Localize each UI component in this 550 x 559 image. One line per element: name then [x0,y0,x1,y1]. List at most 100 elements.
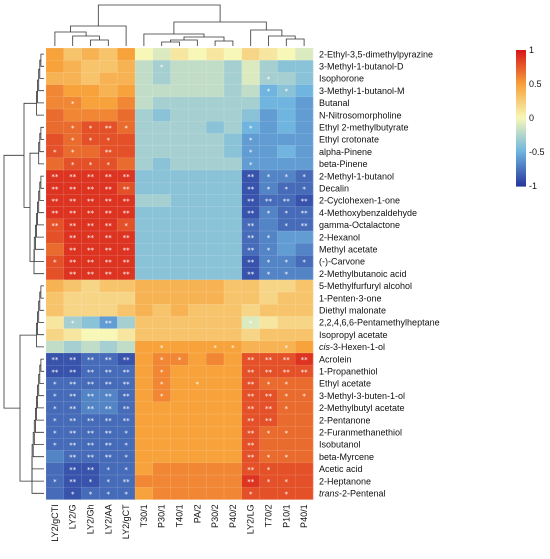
significance-star: * [107,137,111,145]
heatmap-cell [63,475,82,488]
significance-star: * [249,161,253,169]
heatmap-cell [170,353,189,366]
heatmap-cell [188,340,207,354]
significance-star: * [160,368,164,376]
colorbar: 1 0.5 0 -0.5 -1 [516,45,545,191]
heatmap-cell [170,304,189,317]
heatmap-cell [99,84,118,98]
heatmap-cell [295,462,314,476]
dendrogram-branch [39,59,44,79]
heatmap-cell [259,353,278,366]
heatmap-cell [188,426,207,439]
heatmap-cell [206,401,225,415]
heatmap-cell [241,72,260,85]
heatmap-cell [241,218,260,232]
heatmap-cell [188,255,207,268]
heatmap-cell [170,218,189,232]
heatmap-cell [117,487,136,500]
significance-star: ** [247,381,255,389]
heatmap-cell [241,243,260,256]
heatmap-cell [81,145,100,159]
colorbar-segment [516,53,526,56]
dendrogram-branch [40,126,44,140]
heatmap-cell [117,109,136,122]
heatmap-cell [259,72,278,85]
colorbar-segment [516,85,526,88]
heatmap-cell [63,109,82,122]
heatmap-cell [117,206,136,220]
row-label: 4-Methoxybenzaldehyde [319,208,417,218]
heatmap-cell [188,475,207,488]
heatmap-cell [259,48,278,61]
significance-star: * [267,466,271,474]
heatmap-cell [81,255,100,268]
heatmap-cell [170,292,189,305]
significance-star: * [267,173,271,181]
column-label: LY2/LG [246,504,256,534]
heatmap-cells [45,47,314,500]
heatmap-cell [224,96,243,110]
heatmap-cell [117,279,136,293]
heatmap-cell [81,109,100,122]
row-label: 2-Methylbutyl acetate [319,403,405,413]
heatmap-cell [259,365,278,378]
significance-star: ** [301,210,309,218]
heatmap-cell [117,475,136,488]
heatmap-cell [188,206,207,220]
significance-star: * [302,393,306,401]
significance-star: * [302,173,306,181]
heatmap-cell [46,328,65,342]
heatmap-cell [81,389,100,403]
significance-star: ** [69,466,77,474]
colorbar-segment [516,157,526,160]
significance-star: ** [123,259,131,267]
significance-star: * [285,405,289,413]
row-label: cis-3-Hexen-1-ol [319,342,385,352]
significance-star: ** [87,393,95,401]
significance-star: * [249,320,253,328]
significance-star: ** [69,405,77,413]
significance-star: ** [123,173,131,181]
dendrogram-branch [54,31,87,46]
heatmap-cell [241,340,260,354]
significance-star: ** [247,393,255,401]
heatmap-cell [241,316,260,329]
heatmap-cell [152,316,171,329]
heatmap-cell [295,133,314,146]
row-label: 2-Methylbutanoic acid [319,269,407,279]
heatmap-cell [241,194,260,207]
heatmap-cell [99,157,118,171]
heatmap-cell [206,328,225,342]
significance-star: ** [69,210,77,218]
heatmap-cell [81,170,100,183]
significance-star: * [107,490,111,498]
heatmap-cell [117,72,136,85]
heatmap-cell [135,292,154,305]
heatmap-cell [188,292,207,305]
heatmap-cell [188,450,207,464]
heatmap-cell [206,96,225,110]
heatmap-cell [188,377,207,390]
heatmap-cell [241,182,260,195]
colorbar-segment [516,77,526,80]
heatmap-cell [135,426,154,439]
significance-star: * [196,381,200,389]
heatmap-cell [295,487,314,500]
significance-star: ** [123,356,131,364]
heatmap-cell [259,133,278,146]
significance-star: ** [69,368,77,376]
significance-star: * [285,490,289,498]
significance-star: ** [51,173,59,181]
heatmap-cell [295,194,314,207]
heatmap-cell [241,255,260,268]
significance-star: ** [87,210,95,218]
row-label: 3-Methyl-3-buten-1-ol [319,391,405,401]
heatmap-cell [152,255,171,268]
heatmap-cell [46,96,65,110]
significance-star: * [160,381,164,389]
significance-star: * [285,454,289,462]
dendrogram-branch [40,285,44,299]
heatmap-cell [295,218,314,232]
significance-star: ** [105,429,113,437]
heatmap-cell [117,304,136,317]
